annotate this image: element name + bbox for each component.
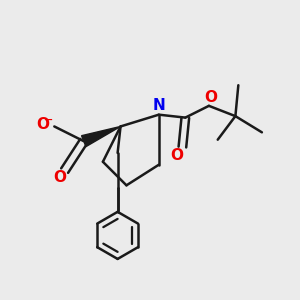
Text: −: − (44, 115, 54, 125)
Text: O: O (204, 90, 217, 105)
Text: N: N (152, 98, 165, 113)
Text: O: O (170, 148, 183, 163)
Text: O: O (36, 118, 49, 133)
Text: O: O (54, 170, 67, 185)
Polygon shape (82, 126, 121, 147)
